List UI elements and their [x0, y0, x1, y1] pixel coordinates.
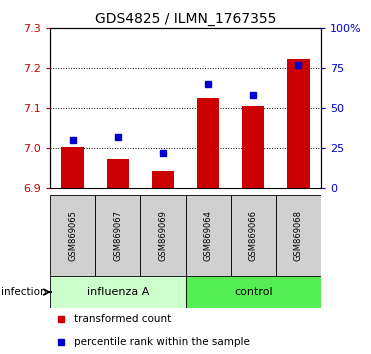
Bar: [276, 195, 321, 276]
Text: influenza A: influenza A: [86, 287, 149, 297]
Bar: [106, 159, 129, 188]
Bar: [152, 171, 174, 188]
Text: GSM869066: GSM869066: [249, 210, 258, 261]
Bar: [186, 276, 321, 308]
Title: GDS4825 / ILMN_1767355: GDS4825 / ILMN_1767355: [95, 12, 276, 26]
Text: GSM869064: GSM869064: [204, 210, 213, 261]
Bar: [95, 195, 140, 276]
Text: GSM869067: GSM869067: [113, 210, 122, 261]
Bar: [231, 195, 276, 276]
Text: GSM869065: GSM869065: [68, 210, 77, 261]
Text: infection: infection: [1, 287, 46, 297]
Bar: [140, 195, 186, 276]
Bar: [61, 147, 84, 188]
Bar: [186, 195, 231, 276]
Text: percentile rank within the sample: percentile rank within the sample: [75, 337, 250, 348]
Bar: [287, 59, 310, 188]
Bar: [50, 276, 186, 308]
Text: GSM869069: GSM869069: [158, 210, 167, 261]
Bar: [50, 195, 95, 276]
Text: GSM869068: GSM869068: [294, 210, 303, 261]
Text: control: control: [234, 287, 273, 297]
Bar: [197, 98, 219, 188]
Text: transformed count: transformed count: [75, 314, 172, 325]
Bar: [242, 106, 265, 188]
